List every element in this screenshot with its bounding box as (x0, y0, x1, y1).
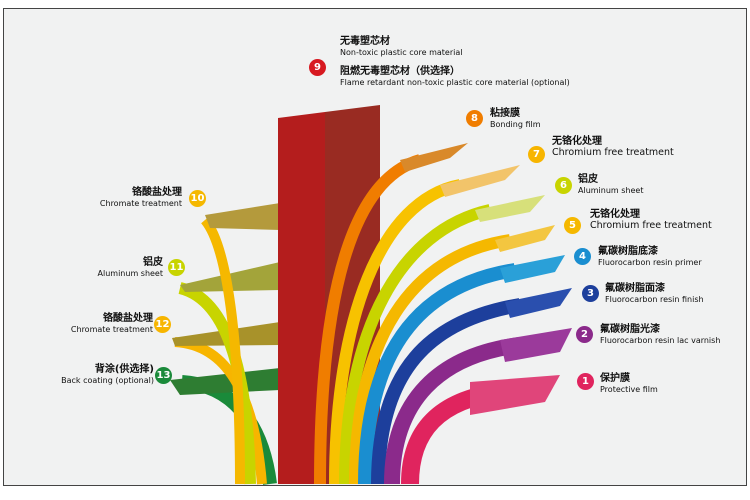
badge-4: 4 (574, 248, 591, 265)
label-8-cn: 粘接膜 (490, 108, 520, 119)
badge-9: 9 (309, 59, 326, 76)
label-6: 铝皮 Aluminum sheet (578, 174, 643, 195)
label-13-cn: 背涂(供选择) (94, 364, 154, 375)
label-5-cn: 无铬化处理 (590, 209, 640, 220)
plate-6 (475, 195, 545, 222)
label-1-en: Protective film (600, 384, 658, 394)
label-6-en: Aluminum sheet (578, 185, 644, 195)
label-2: 氟碳树脂光漆 Fluorocarbon resin lac varnish (600, 324, 720, 345)
badge-12: 12 (154, 316, 171, 333)
label-1-cn: 保护膜 (600, 373, 630, 384)
label-3-en: Fluorocarbon resin finish (605, 294, 704, 304)
label-8-en: Bonding film (490, 119, 541, 129)
plate-8 (400, 143, 468, 172)
label-12-cn: 铬酸盐处理 (103, 313, 153, 324)
label-11-en: Aluminum sheet (97, 268, 163, 278)
strip-2-lac-varnish (384, 337, 521, 485)
plate-5 (495, 225, 555, 252)
label-12-en: Chromate treatment (70, 324, 153, 334)
label-12: 铬酸盐处理 Chromate treatment (71, 313, 153, 334)
strip-6-aluminum (339, 204, 492, 485)
label-4-en: Fluorocarbon resin primer (598, 257, 702, 267)
plate-4 (500, 255, 565, 283)
label-10: 铬酸盐处理 Chromate treatment (100, 187, 182, 208)
badge-10: 10 (189, 190, 206, 207)
label-9-en2: Flame retardant non-toxic plastic core m… (340, 77, 570, 87)
strip-3-finish (371, 298, 522, 485)
label-2-cn: 氟碳树脂光漆 (600, 324, 660, 335)
badge-2: 2 (576, 326, 593, 343)
plate-13 (170, 368, 280, 395)
plate-7 (440, 165, 520, 197)
label-10-cn: 铬酸盐处理 (132, 187, 182, 198)
label-11: 铝皮 Aluminum sheet (98, 257, 163, 278)
label-10-en: Chromate treatment (99, 198, 182, 208)
badge-13: 13 (155, 367, 172, 384)
strip-7-chromium-free (329, 179, 462, 485)
label-7-cn: 无铬化处理 (552, 136, 602, 147)
label-11-cn: 铝皮 (143, 257, 163, 268)
label-9-cn2: 阻燃无毒塑芯材（供选择） (340, 66, 460, 77)
strip-8-bonding (314, 154, 422, 485)
label-9: 无毒塑芯材 Non-toxic plastic core material (340, 36, 462, 57)
label-8: 粘接膜 Bonding film (490, 108, 541, 129)
badge-11: 11 (168, 259, 185, 276)
label-3-cn: 氟碳树脂面漆 (605, 283, 665, 294)
plate-10 (205, 203, 280, 230)
label-7: 无铬化处理 Chromium free treatment (552, 136, 674, 158)
strip-4-primer (358, 263, 517, 485)
label-5: 无铬化处理 Chromium free treatment (590, 209, 712, 231)
badge-7: 7 (528, 146, 545, 163)
plate-1 (470, 375, 560, 415)
label-9-cn: 无毒塑芯材 (340, 36, 390, 47)
label-7-en: Chromium free treatment (552, 146, 674, 158)
badge-6: 6 (555, 177, 572, 194)
strip-10-chromate (200, 216, 245, 485)
label-4: 氟碳树脂底漆 Fluorocarbon resin primer (598, 246, 702, 267)
label-2-en: Fluorocarbon resin lac varnish (600, 335, 721, 345)
label-4-cn: 氟碳树脂底漆 (598, 246, 658, 257)
plate-2 (500, 328, 572, 362)
core-front (278, 112, 325, 484)
badge-1: 1 (577, 373, 594, 390)
label-13: 背涂(供选择) Back coating (optional) (61, 364, 154, 385)
label-1: 保护膜 Protective film (600, 373, 658, 394)
label-6-cn: 铝皮 (578, 174, 598, 185)
badge-8: 8 (466, 110, 483, 127)
plate-3 (505, 288, 572, 318)
strip-5-chromium-free (349, 234, 511, 485)
label-3: 氟碳树脂面漆 Fluorocarbon resin finish (605, 283, 704, 304)
label-9-optional: 阻燃无毒塑芯材（供选择） Flame retardant non-toxic p… (340, 66, 570, 87)
label-9-en: Non-toxic plastic core material (340, 47, 463, 57)
label-13-en: Back coating (optional) (61, 375, 154, 385)
label-5-en: Chromium free treatment (590, 219, 712, 231)
badge-5: 5 (564, 217, 581, 234)
badge-3: 3 (582, 285, 599, 302)
